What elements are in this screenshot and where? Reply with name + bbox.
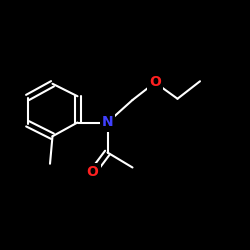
Text: O: O [149, 76, 161, 90]
Text: O: O [86, 166, 99, 179]
Text: N: N [102, 116, 113, 130]
